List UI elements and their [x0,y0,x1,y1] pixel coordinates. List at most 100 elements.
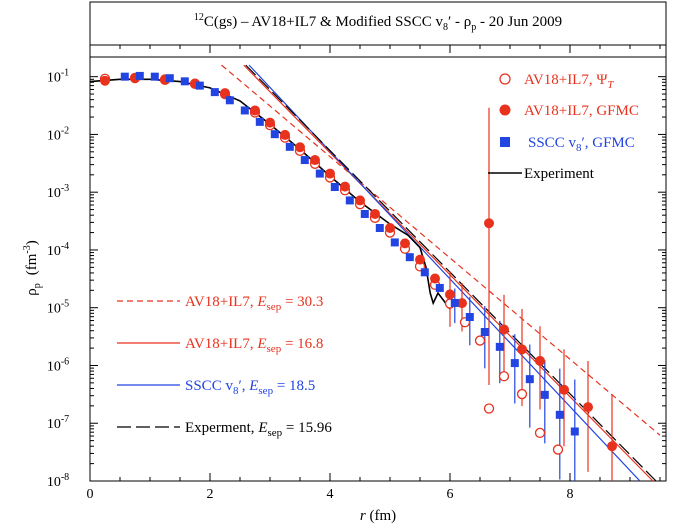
y-tick-base: 10 [47,128,61,143]
data-point-filled-circle [415,254,425,265]
legend-label-main: AV18+IL7, GFMC [524,103,639,119]
data-point-filled-circle [517,344,527,355]
data-point-filled-circle [499,324,509,335]
y-axis-label: ρp (fm-3) [22,240,43,296]
legend-line-E: E [248,378,258,394]
legend-line-sep: sep [267,427,282,439]
data-point-filled-square [345,196,354,205]
y-tick-exp: -7 [61,414,69,425]
legend-line-prefix: AV18+IL7, [185,294,257,310]
x-tick-label: 4 [327,487,334,502]
data-point-filled-square [195,81,204,90]
data-point-filled-circle [430,273,440,284]
data-point-filled-circle [535,355,545,366]
y-tick-exp: -1 [61,68,69,79]
data-point-filled-circle [484,218,494,229]
data-point-open-circle [534,427,546,439]
legend-marker-filled-circle [499,104,511,116]
data-point-filled-square [180,77,189,86]
legend-point-label: AV18+IL7, GFMC [524,103,639,119]
legend-marker-open-circle [499,73,511,85]
legend-line-E: E [257,420,267,436]
data-point-filled-circle [295,142,305,153]
title-main: C(gs) – AV18+IL7 & Modified SSCC v [204,14,444,30]
data-point-open-circle [552,444,564,455]
y-tick-label: 10-3 [47,183,69,201]
title-rest: ′ - ρ [448,14,471,30]
legend-marker-filled-square [500,137,510,147]
y-tick-label: 10-1 [47,68,69,86]
data-point-filled-circle [583,402,593,413]
legend-line-label: SSCC v8′, Esep = 18.5 [185,378,315,397]
data-point-filled-circle [445,289,455,300]
axis-ticks [89,45,666,482]
legend-line-value: = 16.8 [281,336,323,352]
data-point-filled-square [465,313,474,322]
y-label-close: ) [24,240,40,245]
data-point-filled-square [240,106,249,115]
data-point-filled-square [330,182,339,191]
y-tick-base: 10 [47,186,61,201]
legend-label-after: ′, GFMC [581,135,634,151]
title-tail: - 20 Jun 2009 [476,14,562,30]
fit-lines [221,64,661,482]
title-sup: 12 [194,12,204,23]
data-point-filled-square [555,410,564,419]
legend-line-sep: sep [267,343,282,355]
y-label-exp: -3 [22,245,33,253]
x-tick-labels: 0 2 4 6 8 [87,487,574,502]
legend-label-sub: 8 [576,142,582,154]
data-point-filled-square [435,283,444,292]
fit-line [221,64,661,436]
data-point-filled-square [510,359,519,368]
legend-line-sep: sep [267,301,282,313]
data-point-open-circle [474,335,486,346]
data-point-filled-square [255,117,264,126]
data-point-filled-circle [100,75,110,86]
title-box [89,1,667,46]
legend-line-label: Experment, Esep = 15.96 [185,420,332,439]
x-axis-label-italic: r [360,508,366,524]
title-sub8: 8 [443,22,448,33]
legend-line-value: = 18.5 [273,378,315,394]
data-point-filled-circle [607,441,617,452]
data-markers [99,71,617,455]
y-tick-base: 10 [47,475,61,490]
y-label-rho: ρ [24,288,40,296]
legend-label-main: SSCC v [528,135,576,151]
data-point-filled-square [360,209,369,218]
data-point-filled-circle [457,298,467,309]
data-point-filled-square [210,88,219,97]
data-point-filled-square [480,327,489,336]
y-tick-exp: -5 [61,299,69,310]
experiment-line [89,78,451,310]
data-point-filled-square [570,427,579,436]
data-point-filled-square [450,298,459,307]
y-tick-label: 10-8 [47,472,69,490]
data-point-filled-circle [250,105,260,116]
legend-line-value: = 15.96 [282,420,332,436]
x-tick-label: 0 [87,487,94,502]
data-point-filled-square [420,268,429,277]
legend-point-label: AV18+IL7, ΨT [524,72,614,91]
data-point-filled-square [120,72,129,81]
y-tick-base: 10 [47,417,61,432]
x-tick-label: 8 [567,487,574,502]
y-label-sub: p [32,283,43,288]
legend-label-sub: T [607,79,614,91]
data-point-filled-circle [559,384,569,395]
legend-line-prefix: SSCC v [185,378,233,394]
data-point-filled-square [375,223,384,232]
legend-line-value: = 30.3 [281,294,323,310]
data-point-filled-square [390,238,399,247]
data-point-filled-square [225,96,234,105]
error-bars [449,107,613,481]
chart-title: 12C(gs) – AV18+IL7 & Modified SSCC v8′ -… [194,12,562,33]
data-point-filled-square [300,156,309,165]
legend-point-label: Experiment [524,166,595,182]
legend-line-prefix: Experment, [185,420,258,436]
data-point-filled-circle [310,155,320,166]
y-tick-base: 10 [47,71,61,86]
y-tick-label: 10-2 [47,125,69,143]
